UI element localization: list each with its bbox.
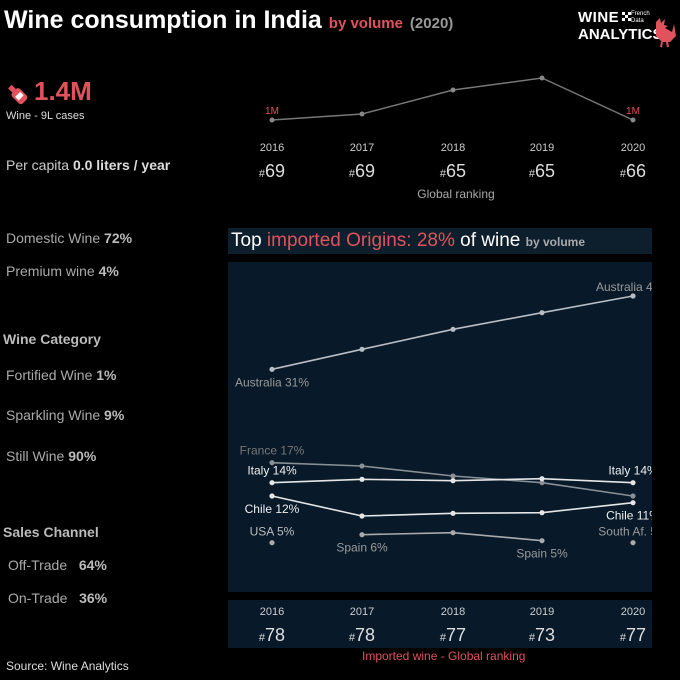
consumption-point xyxy=(269,117,275,123)
imports-ranking-panel: 2016 #78 2017 #78 2018 #77 2019 #73 2020 #77 xyxy=(228,600,652,648)
year-tick-label: 2019 xyxy=(530,142,554,154)
consumption-data-label: 1M xyxy=(626,106,640,117)
imports-origins-chart: Australia 31% Australia 42% France 17% Ital… xyxy=(235,280,670,561)
series-point xyxy=(630,500,636,506)
global-rank-value: #69 xyxy=(349,161,375,181)
series-point xyxy=(539,310,545,316)
sales-channel-heading: Sales Channel xyxy=(3,524,99,540)
series-point xyxy=(269,480,275,486)
series-point xyxy=(359,476,365,482)
imports-ranking-row: 2016 #78 2017 #78 2018 #77 2019 #73 2020 #77 xyxy=(259,606,646,645)
imports-ranking-label: Imported wine - Global ranking xyxy=(362,649,526,663)
year-tick-label: 2016 xyxy=(260,606,284,618)
year-tick-label: 2020 xyxy=(621,606,645,618)
series-point xyxy=(539,510,545,516)
consumption-point xyxy=(359,111,365,117)
wine-category-heading: Wine Category xyxy=(3,331,101,347)
import-rank-value: #78 xyxy=(259,625,285,645)
series-point xyxy=(269,493,275,499)
year-tick-label: 2018 xyxy=(441,142,465,154)
kpi-label: Wine - 9L cases xyxy=(6,110,85,122)
series-point xyxy=(630,493,636,499)
series-point xyxy=(630,480,636,486)
global-rank-value: #65 xyxy=(440,161,466,181)
consumption-line xyxy=(271,77,634,121)
series-data-label: Italy 14% xyxy=(608,464,652,478)
series-point xyxy=(539,538,545,544)
global-rank-value: #66 xyxy=(620,161,646,181)
series-data-label: Italy 14% xyxy=(247,464,297,478)
category-sparkling: Sparkling Wine 9% xyxy=(6,407,125,423)
year-tick-label: 2018 xyxy=(441,606,465,618)
channel-off-trade: Off-Trade 64% xyxy=(8,557,107,573)
category-still: Still Wine 90% xyxy=(6,448,97,464)
import-rank-value: #78 xyxy=(349,625,375,645)
series-line-australia xyxy=(271,295,634,371)
per-capita: Per capita 0.0 liters / year xyxy=(6,157,171,173)
series-data-label: France 17% xyxy=(240,444,305,458)
series-data-label: USA 5% xyxy=(250,525,295,539)
series-point xyxy=(359,532,365,538)
rooster-icon xyxy=(656,18,676,48)
wine-analytics-logo: WINE ANALYTICS French Data xyxy=(578,10,678,48)
global-rank-value: #69 xyxy=(259,161,285,181)
import-rank-value: #77 xyxy=(620,625,646,645)
imports-chart-panel: Australia 31% Australia 42% France 17% Ital… xyxy=(228,262,670,592)
series-point xyxy=(359,513,365,519)
series-point xyxy=(450,478,456,484)
year-tick-label: 2017 xyxy=(350,142,374,154)
imports-title-bar: Top imported Origins: 28% of wine by vol… xyxy=(228,228,652,254)
series-point xyxy=(359,463,365,469)
series-data-label: Chile 11% xyxy=(606,509,652,523)
year-tick-label: 2016 xyxy=(260,142,284,154)
series-point xyxy=(539,476,545,482)
category-fortified: Fortified Wine 1% xyxy=(6,367,117,383)
page-title: Wine consumption in India by volume (202… xyxy=(4,6,454,34)
year-tick-label: 2019 xyxy=(530,606,554,618)
series-point xyxy=(630,293,636,299)
series-point xyxy=(450,473,456,479)
year-tick-label: 2020 xyxy=(621,142,645,154)
channel-on-trade: On-Trade 36% xyxy=(8,590,108,606)
consumption-data-label: 1M xyxy=(265,106,279,117)
series-point xyxy=(450,530,456,536)
series-point xyxy=(450,510,456,516)
domestic-wine-stat: Domestic Wine 72% xyxy=(6,230,133,246)
consumption-trend-chart: 1M 1M 2016 #69 2017 #69 2018 #65 2019 #65 2020 #66 G… xyxy=(259,75,646,201)
series-data-label: Australia 31% xyxy=(235,375,309,389)
consumption-point xyxy=(450,87,456,93)
global-rank-value: #65 xyxy=(529,161,555,181)
series-point xyxy=(269,540,275,546)
import-rank-value: #77 xyxy=(440,625,466,645)
series-point xyxy=(539,480,545,486)
series-point xyxy=(630,540,636,546)
series-data-label: South Af. 5% xyxy=(598,525,652,539)
year-tick-label: 2017 xyxy=(350,606,374,618)
import-rank-value: #73 xyxy=(529,625,555,645)
global-ranking-caption: Global ranking xyxy=(417,187,494,201)
series-point xyxy=(450,326,456,332)
kpi-value: 1.4M xyxy=(34,76,92,106)
series-point xyxy=(359,346,365,352)
wine-bottle-icon xyxy=(8,84,28,105)
flag-icon xyxy=(622,12,631,21)
series-data-label: Australia 42% xyxy=(596,280,652,294)
source-note: Source: Wine Analytics xyxy=(6,659,129,673)
series-data-label: Spain 6% xyxy=(336,541,388,555)
premium-wine-stat: Premium wine 4% xyxy=(6,263,119,279)
series-data-label: Spain 5% xyxy=(516,547,568,561)
series-point xyxy=(269,460,275,466)
title-subtitle: by volume xyxy=(328,15,403,32)
series-point xyxy=(269,366,275,372)
series-data-label: Chile 12% xyxy=(245,502,300,516)
title-year: (2020) xyxy=(409,15,454,32)
consumption-point xyxy=(539,75,545,81)
consumption-point xyxy=(630,117,636,123)
